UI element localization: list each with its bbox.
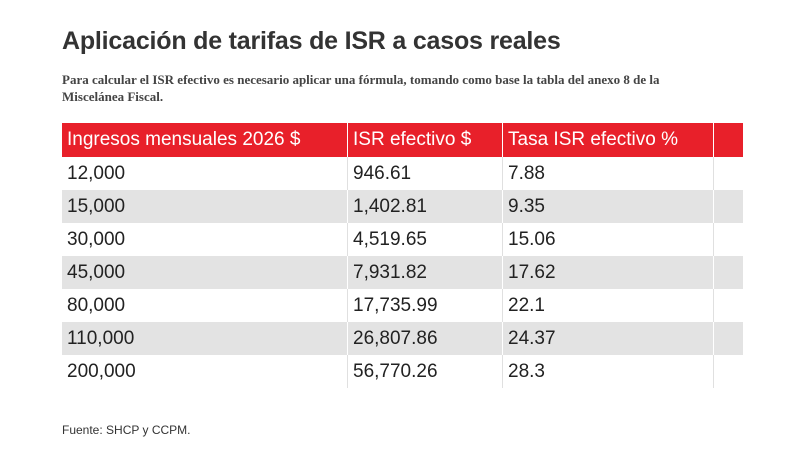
- table-row: 15,000 1,402.81 9.35: [62, 190, 743, 223]
- cell-ingresos: 110,000: [62, 322, 348, 355]
- cell-spacer: [714, 256, 743, 289]
- cell-isr: 7,931.82: [348, 256, 503, 289]
- cell-ingresos: 80,000: [62, 289, 348, 322]
- cell-spacer: [714, 322, 743, 355]
- cell-tasa: 15.06: [503, 223, 714, 256]
- subtitle: Para calcular el ISR efectivo es necesar…: [62, 72, 660, 104]
- table-row: 12,000 946.61 7.88: [62, 157, 743, 190]
- cell-ingresos: 200,000: [62, 355, 348, 388]
- cell-ingresos: 45,000: [62, 256, 348, 289]
- cell-isr: 946.61: [348, 157, 503, 190]
- cell-tasa: 9.35: [503, 190, 714, 223]
- cell-ingresos: 15,000: [62, 190, 348, 223]
- column-header-ingresos: Ingresos mensuales 2026 $: [62, 123, 348, 157]
- cell-spacer: [714, 223, 743, 256]
- column-header-spacer: [714, 123, 743, 157]
- cell-tasa: 22.1: [503, 289, 714, 322]
- cell-tasa: 7.88: [503, 157, 714, 190]
- isr-table: Ingresos mensuales 2026 $ ISR efectivo $…: [62, 123, 743, 388]
- source-note: Fuente: SHCP y CCPM.: [62, 423, 191, 437]
- cell-tasa: 28.3: [503, 355, 714, 388]
- column-header-isr: ISR efectivo $: [348, 123, 503, 157]
- cell-tasa: 24.37: [503, 322, 714, 355]
- cell-isr: 17,735.99: [348, 289, 503, 322]
- cell-tasa: 17.62: [503, 256, 714, 289]
- cell-isr: 1,402.81: [348, 190, 503, 223]
- cell-spacer: [714, 157, 743, 190]
- table-header-row: Ingresos mensuales 2026 $ ISR efectivo $…: [62, 123, 743, 157]
- table-row: 80,000 17,735.99 22.1: [62, 289, 743, 322]
- cell-isr: 26,807.86: [348, 322, 503, 355]
- table-row: 200,000 56,770.26 28.3: [62, 355, 743, 388]
- table-row: 30,000 4,519.65 15.06: [62, 223, 743, 256]
- column-header-tasa: Tasa ISR efectivo %: [503, 123, 714, 157]
- cell-spacer: [714, 355, 743, 388]
- cell-ingresos: 12,000: [62, 157, 348, 190]
- cell-ingresos: 30,000: [62, 223, 348, 256]
- cell-spacer: [714, 289, 743, 322]
- cell-spacer: [714, 190, 743, 223]
- table-row: 45,000 7,931.82 17.62: [62, 256, 743, 289]
- cell-isr: 56,770.26: [348, 355, 503, 388]
- table-row: 110,000 26,807.86 24.37: [62, 322, 743, 355]
- cell-isr: 4,519.65: [348, 223, 503, 256]
- page-title: Aplicación de tarifas de ISR a casos rea…: [62, 27, 561, 55]
